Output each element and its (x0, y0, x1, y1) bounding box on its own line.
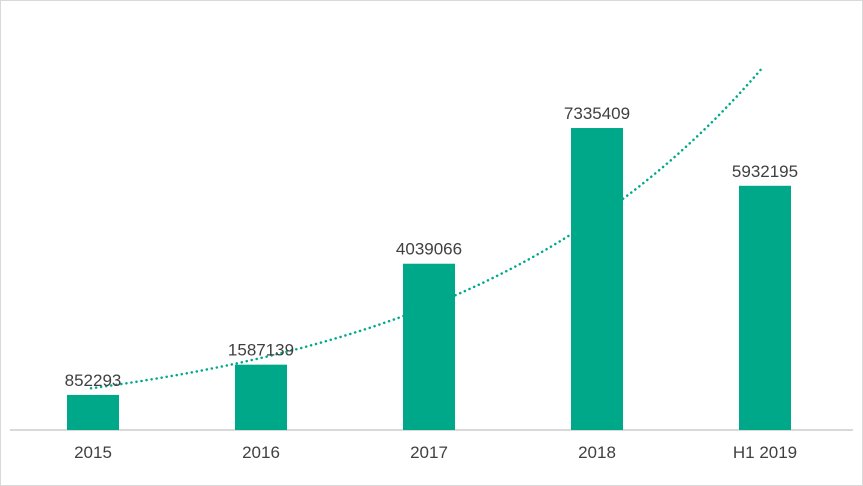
x-tick-label: 2016 (242, 443, 280, 462)
x-tick-label: 2017 (410, 443, 448, 462)
bar-2018 (571, 128, 623, 430)
data-label: 852293 (65, 371, 122, 390)
x-tick-label: 2015 (74, 443, 112, 462)
bar-2016 (235, 364, 287, 430)
data-label: 1587139 (228, 341, 294, 360)
bar-h1-2019 (739, 185, 791, 430)
x-tick-label: H1 2019 (733, 443, 797, 462)
x-tick-label: 2018 (578, 443, 616, 462)
data-label: 4039066 (396, 240, 462, 259)
data-label: 7335409 (564, 104, 630, 123)
trendline (89, 65, 765, 390)
bar-2017 (403, 263, 455, 430)
data-label: 5932195 (732, 162, 798, 181)
bar-2015 (67, 394, 119, 430)
